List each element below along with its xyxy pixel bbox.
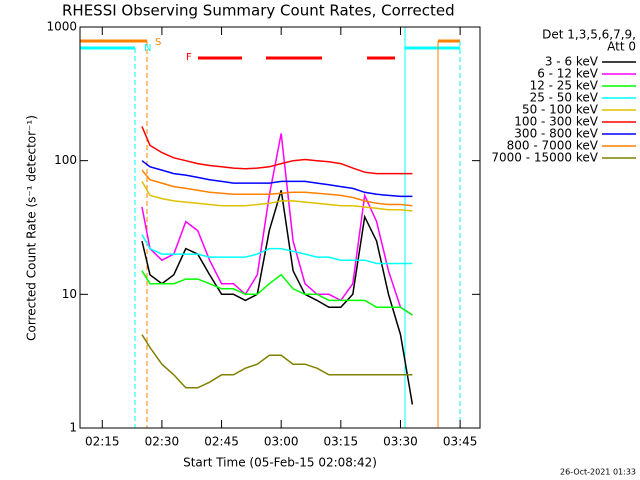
x-tick-label: 03:00	[264, 435, 299, 449]
series-line	[141, 126, 413, 175]
legend-label: 50 - 100 keV	[522, 103, 599, 117]
series-line	[141, 160, 413, 198]
annotation: F	[186, 52, 192, 63]
annotation: S	[155, 37, 161, 48]
legend-title: Att 0	[607, 40, 636, 54]
x-tick-label: 03:15	[324, 435, 359, 449]
x-tick-label: 02:30	[145, 435, 180, 449]
legend-label: 3 - 6 keV	[545, 55, 599, 69]
legend-label: 12 - 25 keV	[530, 79, 599, 93]
legend-label: 800 - 7000 keV	[507, 139, 599, 153]
status-bars	[80, 39, 460, 60]
legend-label: 300 - 800 keV	[514, 127, 598, 141]
x-tick-label: 02:15	[85, 435, 120, 449]
x-tick-label: 02:45	[204, 435, 239, 449]
y-tick-label: 1000	[46, 20, 77, 34]
legend-label: 100 - 300 keV	[514, 115, 598, 129]
legend-title: Det 1,3,5,6,7,9,	[542, 28, 636, 42]
footer: 26-Oct-2021 01:33	[560, 468, 636, 477]
plot-frame	[79, 26, 481, 429]
legend-label: 7000 - 15000 keV	[491, 151, 598, 165]
series-line	[141, 169, 413, 207]
series-line	[141, 270, 413, 316]
y-tick-label: 1	[69, 421, 77, 435]
legend-label: 6 - 12 keV	[537, 67, 599, 81]
x-tick-label: 03:30	[383, 435, 418, 449]
y-tick-label: 10	[62, 287, 77, 301]
annotation: N	[144, 43, 151, 54]
y-tick-label: 100	[54, 153, 77, 167]
series-line	[141, 133, 413, 316]
chart-title: RHESSI Observing Summary Count Rates, Co…	[62, 2, 455, 20]
x-tick-label: 03:45	[443, 435, 478, 449]
series-line	[141, 334, 413, 389]
x-axis-label: Start Time (05-Feb-15 02:08:42)	[183, 456, 377, 470]
legend-label: 25 - 50 keV	[530, 91, 599, 105]
series-line	[141, 190, 414, 405]
series-line	[141, 181, 413, 212]
series-line	[141, 234, 413, 265]
y-axis-label: Corrected Count Rate (s⁻¹ detector⁻¹)	[25, 115, 39, 341]
